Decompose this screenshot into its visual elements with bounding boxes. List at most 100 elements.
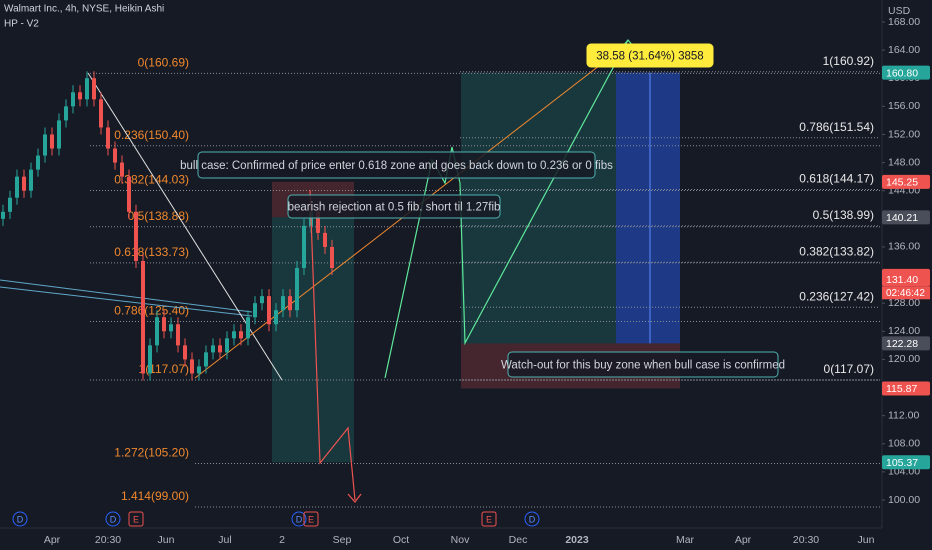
annotation-box [197,151,596,179]
y-tick-label: 112.00 [888,409,919,421]
price-badge-label: 160.80 [886,67,918,79]
annotation-box [287,194,501,219]
fib-label: 0.236(150.40) [114,128,189,142]
fib-label: 1(160.92) [823,54,874,68]
fib-label: 0.382(144.03) [114,173,189,187]
fib-label: 0.236(127.42) [799,289,874,303]
fib-label: 1(117.07) [139,362,189,376]
y-tick-label: 156.00 [888,100,920,112]
candle-body [330,246,334,269]
candle-body [155,317,159,346]
trend-line [0,286,253,317]
candle-body [85,78,89,100]
price-badge-label: 145.25 [886,177,918,189]
x-tick-label: Jun [858,534,875,546]
candle-body [260,296,264,304]
candle-body [197,366,201,374]
x-tick-label: Apr [44,534,61,546]
y-tick-label: 100.00 [888,494,920,506]
candle-body [267,296,271,325]
price-badge [882,455,930,470]
y-tick-label: 124.00 [888,325,920,337]
price-badge-label: 122.28 [886,338,918,350]
candle-body [281,296,285,311]
chart-title: Walmart Inc., 4h, NYSE, Heikin Ashi [4,4,164,15]
candle-body [141,261,145,374]
candle-body [99,99,103,128]
candle-body [71,92,75,107]
candle-body [92,78,96,100]
arrow-head [347,493,362,503]
countdown-badge [882,286,930,300]
y-tick-label: 168.00 [888,16,920,28]
x-tick-label: 2 [279,534,285,546]
event-label: E [308,514,314,524]
candle-body [148,345,152,374]
event-label: D [529,514,536,524]
event-label: D [17,514,24,524]
fib-label: 0.786(151.54) [799,120,874,134]
candle-body [246,317,250,339]
price-badge [882,336,930,351]
dividend-marker [12,511,28,527]
candle-body [302,225,306,269]
candle-body [225,338,229,353]
annotation-box [586,43,714,68]
y-tick-label: 152.00 [888,128,920,140]
candle-body [274,310,278,325]
fib-label: 1.414(99.00) [121,489,189,503]
candle-body [1,211,5,219]
price-badge-label: 131.40 [886,274,918,286]
x-tick-label: Nov [451,534,470,546]
dividend-marker [291,511,307,527]
candle-body [43,134,47,156]
countdown: 02:46:42 [886,288,925,299]
candle-body [176,324,180,346]
price-badge-label: 115.87 [886,383,917,395]
candle-body [50,134,54,149]
price-badge [882,65,930,80]
annotation-text: 38.58 (31.64%) 3858 [596,51,703,63]
fib-label: 0.5(138.99) [813,208,874,222]
candle-body [127,176,131,212]
fib-label: 0(160.69) [138,56,189,70]
x-tick-label: Jun [158,534,175,546]
x-tick-label: 20:30 [95,534,121,546]
candle-body [15,176,19,198]
x-tick-label: Apr [735,534,752,546]
y-tick-label: 148.00 [888,156,920,168]
annotation-text: Watch-out for this buy zone when bull ca… [501,360,785,372]
indicator-name: HP - V2 [4,19,39,30]
price-badge-label: 140.21 [886,212,918,224]
x-tick-label: Jul [218,534,231,546]
fib-label: 0.786(125.40) [114,304,189,318]
candle-body [183,345,187,360]
candle-body [190,359,194,374]
candle-body [64,106,68,121]
event-label: D [296,514,303,524]
price-badge [882,381,930,396]
x-tick-label: 20:30 [793,534,819,546]
annotation-text: bull case: Confirmed of price enter 0.61… [180,160,613,172]
fib-label: 1.272(105.20) [114,446,189,460]
x-tick-label: Dec [509,534,528,546]
price-badge [882,272,930,287]
fib-label: 0(117.07) [824,362,874,376]
candle-body [8,197,12,212]
y-tick-label: 108.00 [888,438,920,450]
candle-body [253,303,257,318]
y-tick-label: 136.00 [888,241,920,253]
x-tick-label: Oct [393,534,409,546]
x-tick-label: Mar [676,534,695,546]
price-badge [882,174,930,189]
y-tick-label: 120.00 [888,353,920,365]
fib-label: 0.382(133.82) [799,244,874,258]
x-tick-label: Sep [333,534,352,546]
earnings-marker [128,511,144,527]
price-badge [882,210,930,225]
dividend-marker [105,511,121,527]
candle-body [169,324,173,332]
candle-body [295,268,299,311]
